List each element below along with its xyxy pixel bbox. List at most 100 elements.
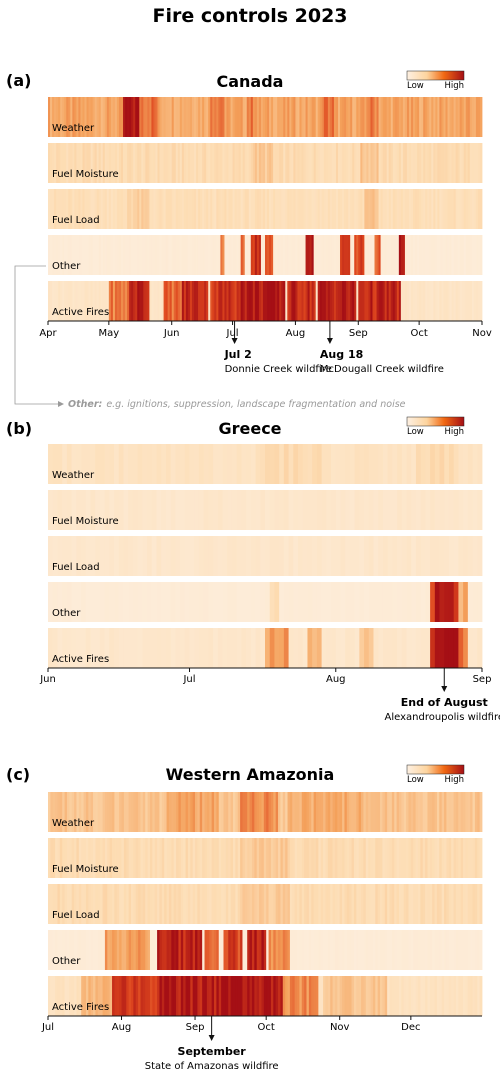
- heatmap-cell: [90, 189, 94, 229]
- heatmap-cell: [309, 235, 313, 275]
- heatmap-cell: [279, 536, 285, 576]
- heatmap-cell: [58, 281, 61, 321]
- heatmap-cell: [268, 930, 272, 970]
- heatmap-cell: [451, 884, 454, 924]
- heatmap-cell: [250, 490, 256, 530]
- heatmap-cell: [378, 189, 381, 229]
- heatmap-cell: [269, 490, 275, 530]
- heatmap-cell: [417, 792, 421, 832]
- heatmap-cell: [291, 235, 294, 275]
- heatmap-cell: [66, 838, 70, 878]
- heatmap-cell: [206, 143, 209, 183]
- heatmap-cell: [346, 930, 350, 970]
- heatmap-cell: [308, 792, 312, 832]
- heatmap-cell: [344, 792, 348, 832]
- heatmap-cell: [190, 884, 194, 924]
- heatmap-cell: [365, 838, 369, 878]
- heatmap-cell: [228, 97, 231, 137]
- heatmap-cell: [194, 143, 197, 183]
- heatmap-cell: [149, 838, 153, 878]
- heatmap-cell: [335, 444, 341, 484]
- heatmap-cell: [129, 97, 132, 137]
- heatmap-cell: [268, 884, 272, 924]
- heatmap-cell: [459, 143, 463, 183]
- heatmap-cell: [460, 884, 464, 924]
- heatmap-cell: [354, 490, 360, 530]
- heatmap-cell: [344, 976, 348, 1016]
- heatmap-cell: [199, 930, 203, 970]
- heatmap-cell: [465, 189, 469, 229]
- heatmap-cell: [321, 143, 325, 183]
- heatmap-cell: [131, 235, 134, 275]
- heatmap-cell: [212, 143, 215, 183]
- heatmap-cell: [106, 281, 110, 321]
- heatmap-cell: [151, 189, 154, 229]
- heatmap-cell: [88, 281, 91, 321]
- heatmap-cell: [380, 281, 384, 321]
- heatmap-cell: [321, 536, 327, 576]
- heatmap-cell: [230, 792, 234, 832]
- heatmap-cell: [337, 976, 341, 1016]
- heatmap-cell: [85, 628, 91, 668]
- heatmap-cell: [402, 235, 406, 275]
- heatmap-cell: [64, 930, 68, 970]
- heatmap-cell: [311, 976, 315, 1016]
- heatmap-cell: [118, 536, 124, 576]
- heatmap-cell: [140, 976, 144, 1016]
- heatmap-cell: [74, 97, 77, 137]
- heatmap-cell: [133, 97, 136, 137]
- heatmap-cell: [439, 536, 445, 576]
- heatmap-cell: [208, 235, 211, 275]
- heatmap-cell: [299, 281, 302, 321]
- heatmap-cell: [283, 189, 286, 229]
- heatmap-cell: [266, 838, 269, 878]
- heatmap-cell: [214, 143, 217, 183]
- heatmap-cell: [54, 235, 57, 275]
- heatmap-cell: [118, 281, 122, 321]
- heatmap-cell: [116, 792, 120, 832]
- heatmap-cell: [342, 930, 345, 970]
- heatmap-cell: [289, 97, 292, 137]
- heatmap-cell: [378, 281, 381, 321]
- heatmap-cell: [273, 884, 277, 924]
- heatmap-cell: [69, 930, 73, 970]
- heatmap-cell: [386, 143, 390, 183]
- heatmap-cell: [99, 444, 106, 484]
- heatmap-cell: [137, 490, 143, 530]
- heatmap-cell: [128, 628, 134, 668]
- heatmap-cell: [384, 97, 388, 137]
- heatmap-cell: [74, 189, 77, 229]
- heatmap-cell: [461, 281, 465, 321]
- heatmap-cell: [147, 536, 153, 576]
- heatmap-cell: [308, 838, 312, 878]
- heatmap-cell: [217, 628, 223, 668]
- heatmap-cell: [141, 143, 144, 183]
- heatmap-cell: [444, 930, 447, 970]
- heatmap-cell: [313, 976, 317, 1016]
- heatmap-cell: [477, 792, 481, 832]
- heatmap-cell: [112, 189, 116, 229]
- heatmap-cell: [331, 189, 335, 229]
- heatmap-cell: [261, 884, 265, 924]
- heatmap-cell: [435, 189, 438, 229]
- heatmap-cell: [259, 884, 262, 924]
- heatmap-cell: [315, 189, 319, 229]
- heatmap-cell: [318, 792, 322, 832]
- heatmap-cell: [411, 281, 414, 321]
- heatmap-cell: [135, 235, 138, 275]
- heatmap-cell: [311, 189, 315, 229]
- heatmap-cell: [273, 189, 276, 229]
- heatmap-cell: [307, 189, 311, 229]
- heatmap-cell: [337, 884, 341, 924]
- heatmap-cell: [141, 235, 144, 275]
- heatmap-cell: [439, 281, 442, 321]
- heatmap-cell: [236, 536, 242, 576]
- heatmap-cell: [265, 628, 271, 668]
- heatmap-cell: [293, 536, 299, 576]
- heatmap-cell: [429, 97, 432, 137]
- heatmap-cell: [365, 930, 369, 970]
- heatmap-cell: [142, 930, 146, 970]
- panel-label: (b): [6, 419, 32, 438]
- heatmap-cell: [88, 838, 92, 878]
- heatmap-cell: [149, 930, 153, 970]
